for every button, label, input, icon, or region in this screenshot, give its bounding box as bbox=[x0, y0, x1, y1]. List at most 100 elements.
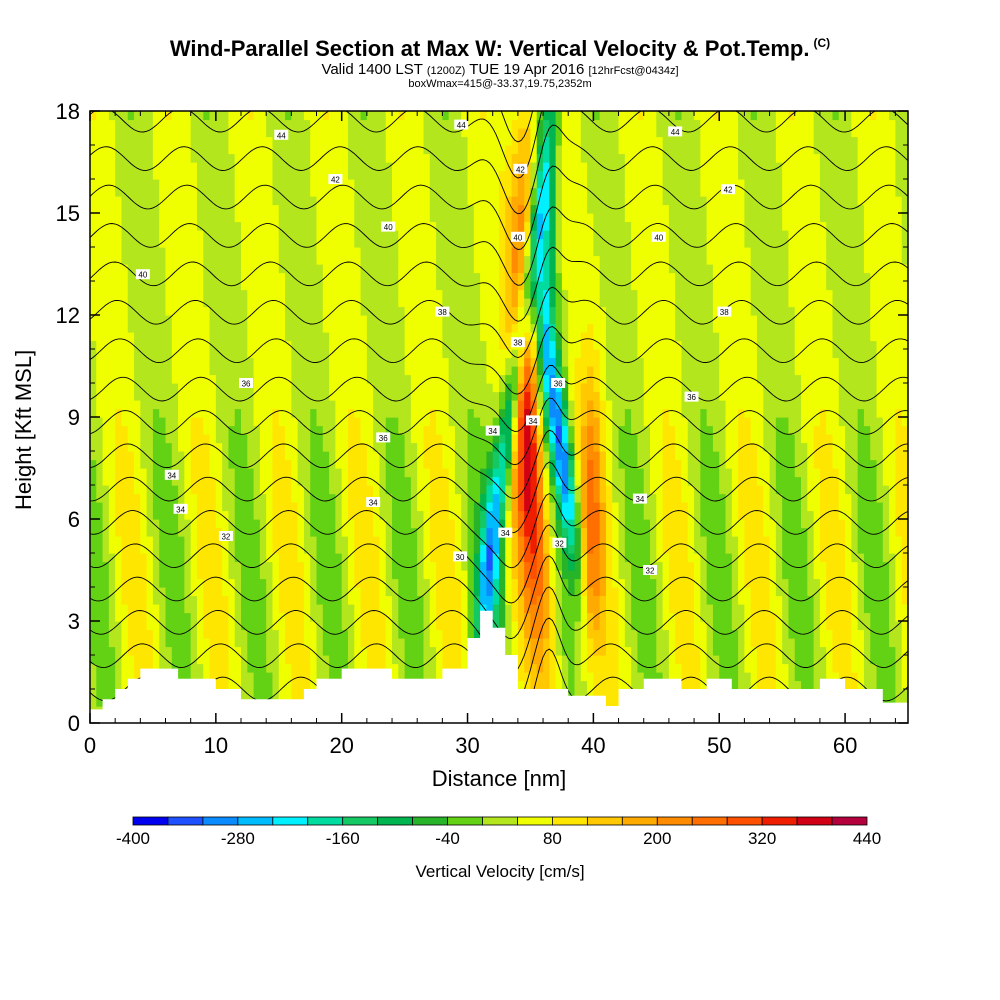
field-cell bbox=[392, 196, 399, 206]
field-cell bbox=[146, 153, 154, 163]
field-cell bbox=[310, 230, 318, 240]
field-cell bbox=[90, 323, 97, 333]
field-cell bbox=[127, 315, 135, 325]
field-cell bbox=[171, 272, 179, 282]
field-cell bbox=[266, 417, 274, 427]
field-cell bbox=[203, 425, 211, 435]
field-cell bbox=[184, 570, 192, 580]
field-cell bbox=[209, 536, 217, 546]
field-cell bbox=[140, 162, 148, 172]
field-cell bbox=[467, 578, 475, 588]
field-cell bbox=[366, 187, 374, 197]
field-cell bbox=[203, 162, 211, 172]
field-cell bbox=[467, 162, 475, 172]
field-cell bbox=[121, 468, 129, 478]
field-cell bbox=[285, 476, 292, 486]
field-cell bbox=[366, 289, 374, 299]
field-cell bbox=[347, 332, 355, 342]
field-cell bbox=[196, 408, 204, 418]
field-cell bbox=[121, 247, 129, 257]
field-cell bbox=[499, 289, 506, 299]
field-cell bbox=[310, 604, 318, 614]
field-cell bbox=[341, 298, 349, 308]
field-cell bbox=[511, 417, 519, 427]
field-cell bbox=[492, 536, 500, 546]
field-cell bbox=[404, 145, 412, 155]
field-cell bbox=[190, 442, 198, 452]
field-cell bbox=[366, 247, 374, 257]
field-cell bbox=[480, 255, 488, 265]
field-cell bbox=[410, 476, 418, 486]
field-cell bbox=[196, 298, 204, 308]
field-cell bbox=[354, 451, 362, 461]
field-cell bbox=[316, 434, 324, 444]
field-cell bbox=[178, 383, 185, 393]
field-cell bbox=[385, 366, 393, 376]
field-cell bbox=[335, 408, 343, 418]
field-cell bbox=[398, 136, 406, 146]
field-cell bbox=[272, 442, 280, 452]
field-cell bbox=[215, 544, 223, 554]
field-cell bbox=[266, 663, 274, 673]
field-cell bbox=[184, 434, 192, 444]
field-cell bbox=[108, 306, 116, 316]
field-cell bbox=[492, 298, 500, 308]
field-cell bbox=[480, 221, 488, 231]
field-cell bbox=[499, 204, 506, 214]
field-cell bbox=[322, 357, 330, 367]
field-cell bbox=[448, 349, 456, 359]
field-cell bbox=[517, 680, 525, 690]
field-cell bbox=[486, 153, 494, 163]
field-cell bbox=[310, 323, 318, 333]
field-cell bbox=[442, 485, 450, 495]
field-cell bbox=[467, 502, 475, 512]
field-cell bbox=[360, 493, 368, 503]
field-cell bbox=[316, 111, 324, 121]
field-cell bbox=[121, 238, 129, 248]
field-cell bbox=[146, 238, 154, 248]
field-cell bbox=[178, 340, 185, 350]
field-cell bbox=[505, 578, 513, 588]
field-cell bbox=[165, 485, 173, 495]
field-cell bbox=[379, 459, 387, 469]
field-cell bbox=[278, 383, 286, 393]
field-cell bbox=[316, 119, 324, 129]
field-cell bbox=[492, 570, 500, 580]
field-cell bbox=[146, 213, 154, 223]
field-cell bbox=[121, 136, 129, 146]
field-cell bbox=[347, 595, 355, 605]
field-cell bbox=[410, 417, 418, 427]
field-cell bbox=[511, 408, 519, 418]
field-cell bbox=[329, 272, 336, 282]
field-cell bbox=[297, 119, 305, 129]
field-cell bbox=[159, 264, 167, 274]
field-cell bbox=[291, 689, 299, 699]
field-cell bbox=[492, 417, 500, 427]
field-cell bbox=[278, 485, 286, 495]
field-cell bbox=[341, 425, 349, 435]
field-cell bbox=[190, 459, 198, 469]
field-cell bbox=[285, 510, 292, 520]
field-cell bbox=[146, 111, 154, 121]
field-cell bbox=[178, 544, 185, 554]
field-cell bbox=[285, 264, 292, 274]
field-cell bbox=[360, 145, 368, 155]
field-cell bbox=[505, 612, 513, 622]
field-cell bbox=[341, 306, 349, 316]
field-cell bbox=[310, 340, 318, 350]
field-cell bbox=[341, 255, 349, 265]
field-cell bbox=[404, 315, 412, 325]
field-cell bbox=[410, 587, 418, 597]
field-cell bbox=[354, 247, 362, 257]
field-cell bbox=[259, 570, 267, 580]
field-cell bbox=[442, 204, 450, 214]
field-cell bbox=[234, 255, 242, 265]
field-cell bbox=[266, 153, 274, 163]
field-cell bbox=[259, 111, 267, 121]
field-cell bbox=[165, 255, 173, 265]
field-cell bbox=[234, 519, 242, 529]
field-cell bbox=[203, 451, 211, 461]
field-cell bbox=[121, 408, 129, 418]
field-cell bbox=[297, 663, 305, 673]
field-cell bbox=[90, 400, 97, 410]
